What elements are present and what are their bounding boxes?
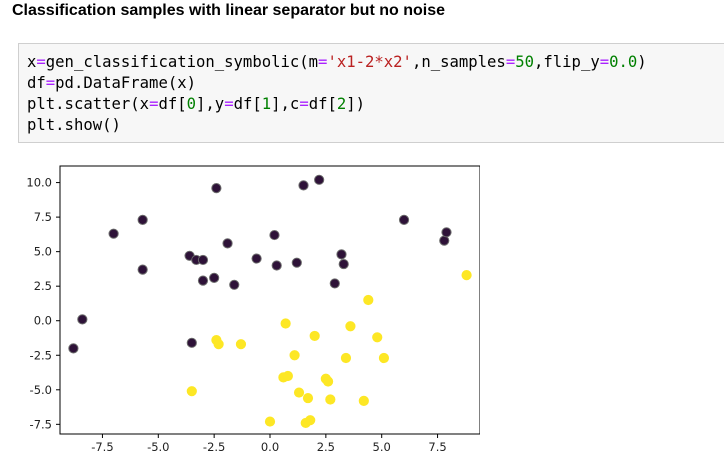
data-point-class-0 [251,253,262,264]
code-token: ],c [271,95,300,113]
code-token: 0.0 [609,53,638,71]
code-token: 2 [336,95,347,113]
data-point-class-0 [441,227,452,238]
y-tick-label: 2.5 [34,279,52,293]
x-tick-label: -7.5 [91,440,113,454]
code-token: df[ [308,95,337,113]
data-point-class-0 [398,214,410,225]
code-token: pd.DataFrame(x) [55,74,196,92]
data-point-class-0 [298,180,309,191]
code-cell[interactable]: x=gen_classification_symbolic(m='x1-2*x2… [18,43,724,143]
data-point-class-1 [322,376,334,387]
data-point-class-1 [293,387,305,398]
x-tick-label: 5.0 [373,440,391,454]
data-point-class-0 [314,174,325,185]
code-token: = [45,74,56,92]
x-tick-label: -2.5 [203,440,225,454]
y-tick-label: 10.0 [26,176,52,190]
code-token: ,n_samples [411,53,506,71]
data-point-class-1 [305,415,316,426]
code-token: 'x1-2*x2' [327,53,412,71]
code-token: ) [637,53,647,71]
y-tick-label: -5.0 [30,383,52,397]
data-point-class-1 [358,395,369,406]
x-tick-label: 2.5 [317,440,335,454]
data-point-class-0 [137,214,148,225]
code-token: df[ [158,95,187,113]
code-token: plt.scatter(x [27,95,150,113]
code-token: ,flip_y [534,53,600,71]
cell-output: -7.5 -5.0 -2.5 0.0 2.5 5.0 7.5 -7.5 -5.0 -2.5 0.0 2… [0,165,481,470]
data-point-class-1 [186,386,197,397]
data-point-class-0 [137,264,148,275]
code-token: plt.show() [27,116,121,134]
data-point-class-0 [338,258,349,270]
data-point-class-0 [211,183,222,194]
data-point-class-0 [108,228,119,239]
data-point-class-0 [271,260,282,271]
code-token: = [299,95,309,113]
data-point-class-1 [302,392,314,404]
data-point-class-1 [325,394,336,405]
code-token: = [505,53,516,71]
data-point-class-0 [439,235,450,246]
scatter-plot: -7.5 -5.0 -2.5 0.0 2.5 5.0 7.5 -7.5 -5.0 -2.5 0.0 2… [26,165,481,454]
data-point-class-1 [372,332,383,343]
data-point-class-1 [282,370,293,382]
code-token: 50 [515,53,534,71]
data-point-class-0 [186,337,197,348]
data-point-class-0 [197,254,209,266]
data-point-class-1 [461,270,472,281]
data-point-class-0 [229,279,240,290]
code-token: = [149,95,159,113]
data-point-class-1 [340,352,352,364]
data-point-class-0 [336,249,347,260]
code-token: df[ [233,95,262,113]
data-point-class-1 [280,318,291,329]
data-point-class-0 [222,238,233,249]
data-point-class-1 [289,350,300,361]
code-token: = [599,53,610,71]
data-point-class-0 [209,272,220,283]
code-line[interactable]: plt.scatter(x=df[0],y=df[1],c=df[2]) [27,94,647,115]
data-point-class-1 [213,339,224,350]
code-token: 1 [261,95,272,113]
y-tick-label: 7.5 [34,210,52,224]
code-line[interactable]: df=pd.DataFrame(x) [27,73,647,94]
y-tick-label: 0.0 [34,314,52,328]
x-tick-label: 0.0 [261,440,279,454]
data-point-class-1 [235,339,247,350]
data-point-class-0 [77,314,88,325]
data-point-class-0 [197,275,209,286]
code-token: df [27,74,46,92]
data-point-class-1 [363,294,374,306]
data-point-class-1 [309,330,320,342]
y-tick-label: 5.0 [34,245,52,259]
code-token: = [318,53,328,71]
data-point-class-0 [329,278,340,289]
data-point-class-1 [378,352,390,364]
code-editor[interactable]: x=gen_classification_symbolic(m='x1-2*x2… [27,52,647,136]
code-token: ]) [346,95,366,113]
x-tick-label: 7.5 [428,440,446,454]
code-token: = [36,53,46,71]
code-token: gen_classification_symbolic(m [45,53,319,71]
data-point-class-1 [345,321,356,332]
code-token: 0 [186,95,197,113]
code-token: = [224,95,234,113]
y-tick-label: -7.5 [30,417,52,431]
section-heading: Classification samples with linear separ… [12,2,445,19]
y-tick-label: -2.5 [30,348,52,362]
code-line[interactable]: plt.show() [27,115,647,136]
data-point-class-0 [269,229,280,241]
plot-frame [59,165,481,435]
code-line[interactable]: x=gen_classification_symbolic(m='x1-2*x2… [27,52,647,73]
data-point-class-0 [68,343,79,354]
code-token: x [27,53,37,71]
x-tick-label: -5.0 [147,440,169,454]
data-point-class-1 [264,416,276,427]
data-point-class-0 [291,257,302,268]
code-token: ],y [196,95,225,113]
